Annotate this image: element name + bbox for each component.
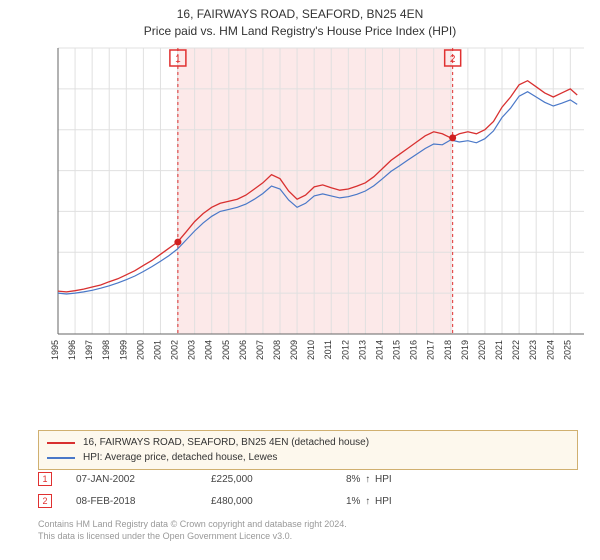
svg-text:2004: 2004 [204, 340, 214, 360]
legend-item: HPI: Average price, detached house, Lewe… [47, 450, 569, 465]
svg-text:1999: 1999 [118, 340, 128, 360]
svg-text:2022: 2022 [511, 340, 521, 360]
legend-label: 16, FAIRWAYS ROAD, SEAFORD, BN25 4EN (de… [83, 435, 369, 450]
legend-item: 16, FAIRWAYS ROAD, SEAFORD, BN25 4EN (de… [47, 435, 569, 450]
chart-container: 16, FAIRWAYS ROAD, SEAFORD, BN25 4EN Pri… [0, 0, 600, 560]
transaction-price: £480,000 [211, 496, 346, 507]
svg-text:2024: 2024 [545, 340, 555, 360]
svg-text:2014: 2014 [374, 340, 384, 360]
svg-text:2000: 2000 [135, 340, 145, 360]
svg-text:2020: 2020 [477, 340, 487, 360]
transaction-row: 208-FEB-2018£480,0001% ↑ HPI [38, 490, 578, 512]
legend-swatch [47, 442, 75, 444]
transaction-diff: 8% ↑ HPI [346, 474, 466, 485]
svg-text:2008: 2008 [272, 340, 282, 360]
transaction-marker: 2 [38, 494, 52, 508]
svg-text:2018: 2018 [443, 340, 453, 360]
svg-text:2006: 2006 [238, 340, 248, 360]
transaction-date: 08-FEB-2018 [52, 496, 211, 507]
svg-text:2016: 2016 [409, 340, 419, 360]
svg-text:2021: 2021 [494, 340, 504, 360]
transaction-diff: 1% ↑ HPI [346, 496, 466, 507]
transaction-price: £225,000 [211, 474, 346, 485]
svg-text:2011: 2011 [323, 340, 333, 359]
title-address: 16, FAIRWAYS ROAD, SEAFORD, BN25 4EN [0, 6, 600, 23]
footer-line1: Contains HM Land Registry data © Crown c… [38, 518, 578, 530]
footer-line2: This data is licensed under the Open Gov… [38, 530, 578, 542]
legend: 16, FAIRWAYS ROAD, SEAFORD, BN25 4EN (de… [38, 430, 578, 470]
line-chart: £0£100K£200K£300K£400K£500K£600K£700K199… [50, 44, 588, 384]
svg-text:2003: 2003 [187, 340, 197, 360]
footer-attribution: Contains HM Land Registry data © Crown c… [38, 518, 578, 542]
svg-text:2017: 2017 [426, 340, 436, 360]
transaction-marker: 1 [38, 472, 52, 486]
svg-text:2013: 2013 [357, 340, 367, 360]
legend-swatch [47, 457, 75, 459]
svg-text:1998: 1998 [101, 340, 111, 360]
svg-text:2012: 2012 [340, 340, 350, 360]
svg-text:1995: 1995 [50, 340, 60, 360]
legend-label: HPI: Average price, detached house, Lewe… [83, 450, 277, 465]
svg-text:2015: 2015 [392, 340, 402, 360]
svg-text:2023: 2023 [528, 340, 538, 360]
svg-text:2007: 2007 [255, 340, 265, 360]
arrow-up-icon: ↑ [365, 496, 370, 507]
svg-text:1997: 1997 [84, 340, 94, 360]
transaction-row: 107-JAN-2002£225,0008% ↑ HPI [38, 468, 578, 490]
svg-text:2010: 2010 [306, 340, 316, 360]
svg-text:2019: 2019 [460, 340, 470, 360]
arrow-up-icon: ↑ [365, 474, 370, 485]
transactions-table: 107-JAN-2002£225,0008% ↑ HPI208-FEB-2018… [38, 468, 578, 512]
transaction-date: 07-JAN-2002 [52, 474, 211, 485]
svg-text:1996: 1996 [67, 340, 77, 360]
svg-text:2002: 2002 [170, 340, 180, 360]
svg-text:2025: 2025 [562, 340, 572, 360]
svg-text:2: 2 [450, 54, 456, 65]
title-block: 16, FAIRWAYS ROAD, SEAFORD, BN25 4EN Pri… [0, 0, 600, 40]
title-subtitle: Price paid vs. HM Land Registry's House … [0, 23, 600, 40]
svg-text:2005: 2005 [221, 340, 231, 360]
svg-text:2001: 2001 [152, 340, 162, 360]
svg-text:1: 1 [175, 54, 181, 65]
svg-text:2009: 2009 [289, 340, 299, 360]
